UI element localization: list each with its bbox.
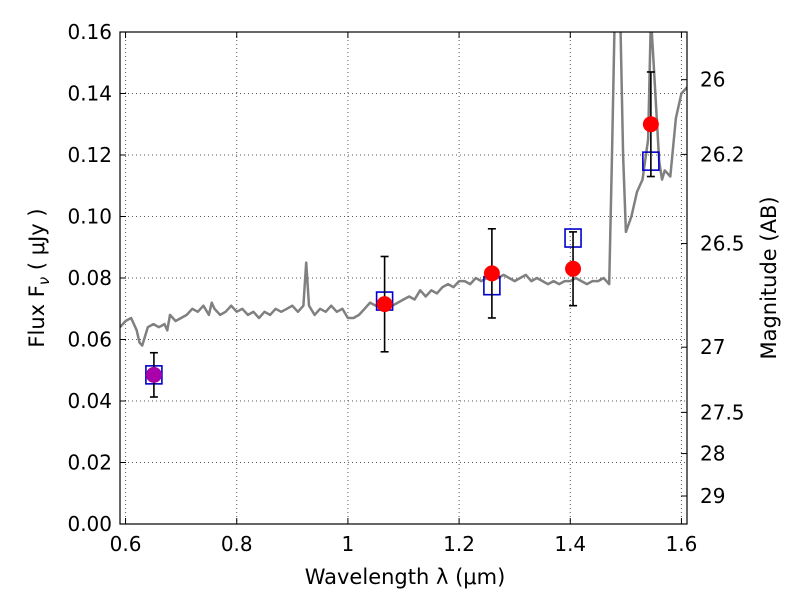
y-axis-title: Flux Fν ( μJy ): [25, 208, 53, 347]
x-tick-label: 0.8: [221, 532, 253, 556]
y-tick-label: 0.12: [67, 143, 112, 167]
y2-tick-label: 27: [700, 335, 725, 359]
plot-area: [120, 32, 687, 398]
x-tick-label: 0.6: [110, 532, 142, 556]
y-tick-label: 0.02: [67, 451, 112, 475]
axis-ticks: 0.6 0.8 1 1.2 1.4 1.6 0.00 0.02 0.04 0.06 0.08 0.10…: [67, 20, 744, 556]
observed-point: [145, 366, 162, 383]
x-axis-title: Wavelength λ (μm): [305, 565, 506, 589]
y-tick-label: 0.04: [67, 389, 112, 413]
y-tick-label: 0.08: [67, 266, 112, 290]
y-axis-title-main: Flux F: [25, 285, 49, 347]
y2-tick-label: 27.5: [700, 400, 745, 424]
y-tick-label: 0.00: [67, 512, 112, 536]
y2-tick-label: 26: [700, 68, 725, 92]
y2-tick-label: 26.2: [700, 142, 745, 166]
model-spectrum-line: [120, 32, 687, 347]
observed-point: [565, 260, 582, 277]
y2-axis-title: Magnitude (AB): [757, 196, 781, 359]
y-tick-label: 0.16: [67, 20, 112, 44]
y-axis-title-subscript: ν: [35, 277, 53, 285]
y2-tick-label: 26.5: [700, 232, 745, 256]
x-tick-label: 1: [342, 532, 355, 556]
y2-tick-label: 29: [700, 484, 725, 508]
observed-point: [483, 265, 500, 282]
y-tick-label: 0.14: [67, 82, 112, 106]
observed-point: [376, 296, 393, 313]
x-tick-label: 1.2: [443, 532, 475, 556]
y-tick-label: 0.10: [67, 205, 112, 229]
observed-point: [642, 116, 659, 133]
y-axis-title-unit: ( μJy ): [25, 208, 49, 276]
y2-tick-label: 28: [700, 442, 725, 466]
y-tick-label: 0.06: [67, 328, 112, 352]
x-tick-label: 1.4: [554, 532, 586, 556]
x-tick-label: 1.6: [666, 532, 698, 556]
